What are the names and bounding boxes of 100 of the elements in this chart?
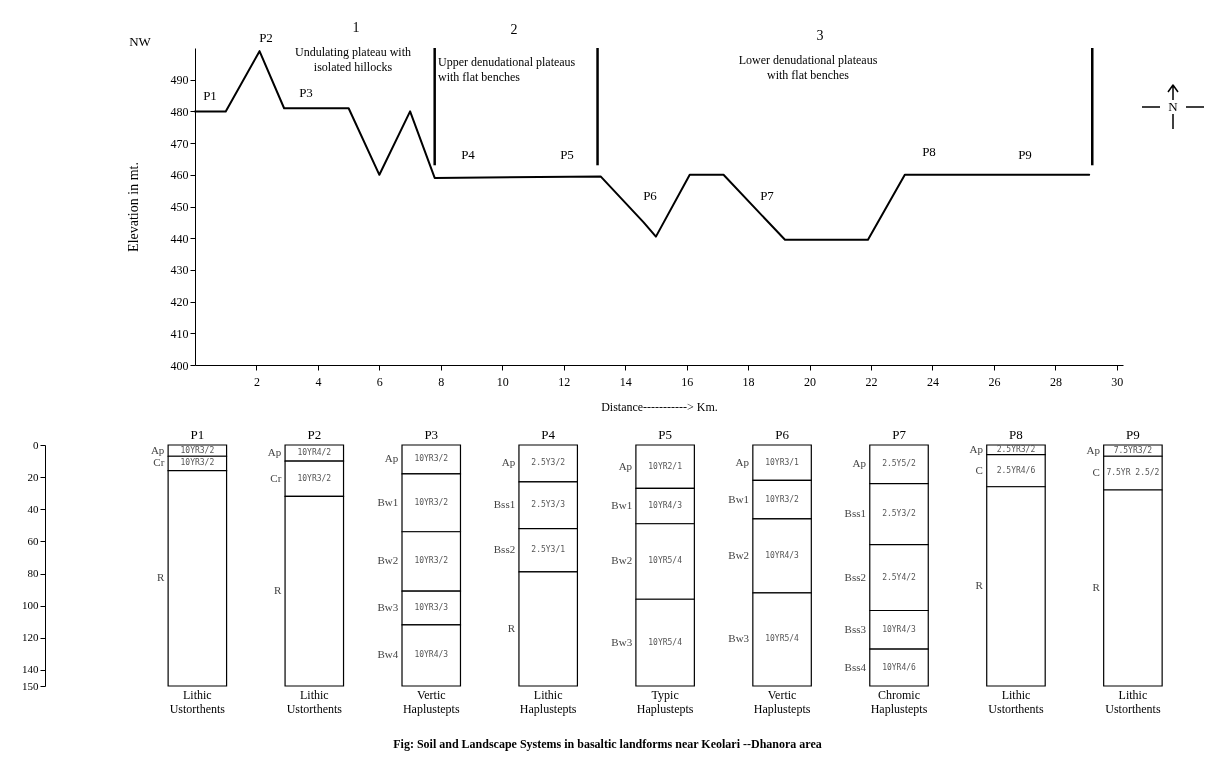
annotation: Bw1: [377, 495, 399, 508]
annotation: 10YR3/2: [414, 497, 449, 507]
annotation: 7.5YR 2.5/2: [1106, 468, 1160, 478]
annotation: C: [1092, 466, 1100, 479]
annotation: Ap: [969, 442, 984, 455]
annotation: 10YR3/1: [765, 457, 800, 467]
annotation: Undulating plateau with isolated hillocks: [295, 45, 411, 74]
annotation: 10YR4/2: [297, 448, 332, 458]
y-tick-label: 80: [27, 567, 39, 580]
annotation: 2.5Y3/2: [531, 458, 566, 468]
text: 1: [352, 20, 360, 35]
text: Lithic Ustorthents: [1105, 688, 1161, 716]
annotation: P4: [461, 147, 476, 162]
x-tick-label: P4: [541, 426, 556, 442]
annotation: Bw1: [611, 499, 633, 512]
annotation: Bss3: [844, 622, 867, 635]
x-tick-label: 30: [1111, 374, 1124, 389]
text: 3: [816, 28, 824, 43]
annotation: Cr: [270, 471, 282, 484]
y-tick-label: 120: [22, 631, 39, 644]
annotation: P1: [203, 88, 217, 103]
annotation: 10YR4/3: [414, 650, 449, 660]
y-tick-label: 140: [22, 663, 39, 676]
annotation: 2.5Y3/1: [531, 545, 566, 555]
annotation: P3: [299, 85, 313, 100]
x-tick-label: 26: [988, 374, 1001, 389]
annotation: 10YR3/3: [414, 603, 449, 613]
annotation: 10YR3/2: [765, 494, 800, 504]
x-tick-label: P3: [424, 426, 439, 442]
y-axis-title: Elevation in mt.: [125, 162, 141, 252]
y-tick-label: 440: [170, 231, 189, 246]
x-tick-label: 2: [253, 374, 260, 389]
annotation: Bw3: [377, 601, 399, 614]
annotation: Bss1: [844, 507, 867, 520]
annotation: R: [975, 579, 984, 592]
x-tick-label: 16: [681, 374, 694, 389]
annotation: 2.5YR3/2: [996, 444, 1036, 454]
y-tick-label: 40: [27, 502, 39, 515]
annotation: 10YR3/2: [414, 454, 449, 464]
x-tick-label: 12: [558, 374, 571, 389]
x-tick-label: P2: [307, 426, 322, 442]
annotation: 10YR4/3: [648, 501, 683, 511]
y-tick-label: 0: [33, 438, 39, 451]
annotation: R: [273, 584, 282, 597]
y-tick-label: 490: [170, 73, 189, 88]
annotation: Ap: [1086, 443, 1101, 456]
text: Lithic Ustorthents: [286, 688, 343, 716]
x-tick-label: 24: [926, 374, 939, 389]
annotation: 10YR4/3: [882, 624, 917, 634]
x-tick-label: 28: [1049, 374, 1062, 389]
x-tick-label: P1: [190, 426, 205, 442]
annotation: 10YR4/6: [882, 662, 917, 672]
y-tick-label: 60: [27, 534, 39, 547]
text: N: [1168, 99, 1179, 114]
annotation: Ap: [852, 457, 867, 470]
annotation: 10YR3/2: [414, 556, 449, 566]
annotation: Bss2: [844, 570, 867, 583]
annotation: Bss4: [844, 660, 867, 673]
y-tick-label: 420: [170, 295, 189, 310]
annotation: Lower denudational plateaus with flat benches: [738, 53, 878, 82]
annotation: P6: [643, 188, 658, 203]
annotation: R: [507, 621, 516, 634]
x-tick-label: 8: [438, 374, 445, 389]
annotation: 2.5Y5/2: [882, 459, 917, 469]
annotation: Bss1: [493, 498, 516, 511]
annotation: Ap: [735, 455, 750, 468]
y-tick-label: 430: [170, 263, 189, 278]
y-tick-label: 460: [170, 168, 189, 183]
annotation: P8: [922, 144, 936, 159]
x-tick-label: 20: [804, 374, 817, 389]
annotation: Bw1: [728, 492, 750, 505]
y-tick-label: 410: [170, 326, 189, 341]
annotation: Bss2: [493, 543, 516, 556]
annotation: Bw3: [611, 635, 633, 648]
annotation: Bw2: [377, 554, 399, 567]
annotation: P5: [560, 147, 574, 162]
x-tick-label: P5: [658, 426, 672, 442]
x-tick-label: 4: [315, 374, 322, 389]
annotation: 2.5Y3/3: [531, 500, 566, 510]
annotation: 10YR4/3: [765, 550, 800, 560]
annotation: 7.5YR3/2: [1113, 445, 1153, 455]
y-tick-label: 480: [170, 104, 189, 119]
annotation: R: [157, 571, 166, 584]
annotation: 10YR3/2: [180, 445, 215, 455]
annotation: 10YR5/4: [648, 556, 683, 566]
annotation: 2.5YR4/6: [996, 465, 1036, 475]
x-tick-label: P9: [1126, 426, 1140, 442]
annotation: Ap: [384, 452, 399, 465]
annotation: Cr: [153, 456, 165, 469]
y-tick-label: 450: [170, 200, 189, 214]
x-tick-label: P8: [1009, 426, 1023, 442]
x-tick-label: 10: [496, 374, 509, 389]
text: P2: [259, 30, 273, 45]
x-tick-label: 6: [376, 374, 383, 389]
annotation: Ap: [618, 459, 633, 472]
annotation: P7: [760, 188, 775, 203]
annotation: P9: [1018, 147, 1032, 162]
text: Vertic Haplustepts: [402, 688, 460, 716]
y-tick-label: 400: [170, 358, 189, 373]
text: Chromic Haplustepts: [870, 688, 928, 716]
